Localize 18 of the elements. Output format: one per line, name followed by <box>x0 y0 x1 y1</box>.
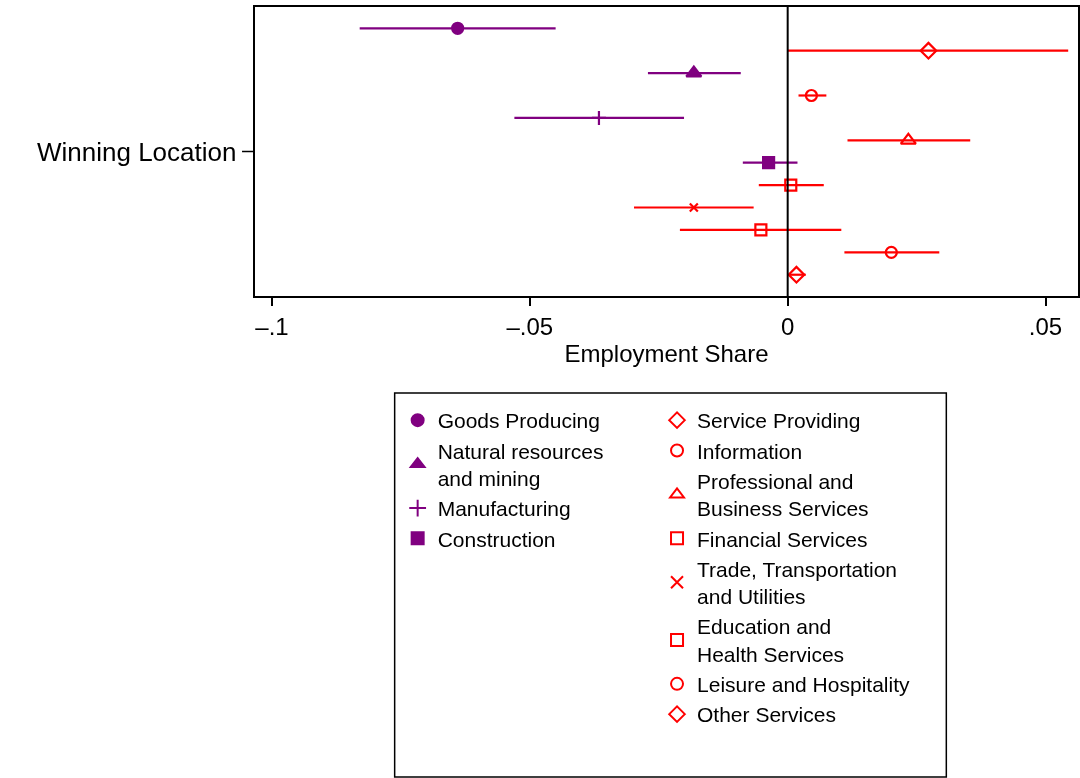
legend-label: Other Services <box>697 703 836 727</box>
legend-label: Manufacturing <box>437 497 571 521</box>
legend-label: Trade, Transportation and Utilities <box>697 557 898 609</box>
legend-label: Goods Producing <box>437 409 600 433</box>
legend-label: Construction <box>437 527 556 551</box>
legend-label: Leisure and Hospitality <box>697 673 910 697</box>
x-tick-label: 0 <box>781 312 795 340</box>
legend-label: Professional and Business Services <box>697 469 869 521</box>
x-axis-title: Employment Share <box>564 339 769 367</box>
x-tick-label: –.05 <box>506 312 554 340</box>
legend-label: Service Providing <box>697 409 861 433</box>
legend-label: Natural resources and mining <box>437 439 604 490</box>
legend-label: Financial Services <box>697 527 868 551</box>
legend-label: Education and Health Services <box>697 615 845 666</box>
y-axis-title: Winning Location <box>37 137 237 167</box>
x-tick-label: –.1 <box>255 312 289 340</box>
x-tick-label: .05 <box>1028 312 1063 340</box>
legend-label: Information <box>697 439 803 463</box>
